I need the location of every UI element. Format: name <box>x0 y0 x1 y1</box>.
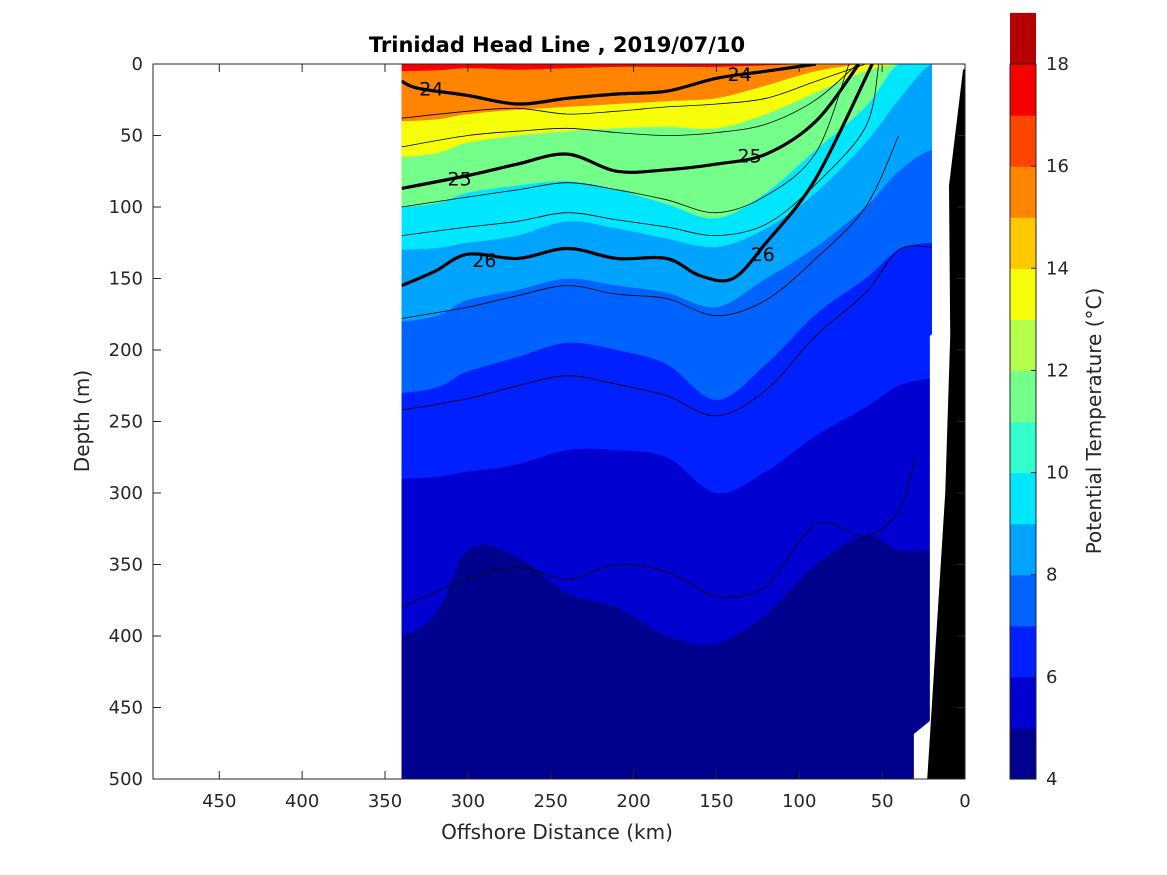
thin-contour <box>401 64 858 148</box>
density-contour-25 <box>401 64 861 190</box>
colorbar-segment <box>1010 523 1036 576</box>
colorbar: 4 6 8 10 12 14 16 18 <box>1009 12 1069 790</box>
colorbar-segment <box>1010 370 1036 423</box>
y-tick-label: 300 <box>109 483 143 504</box>
contour-label-24: 24 <box>419 78 443 100</box>
plot-area: 24 24 25 25 26 26 <box>152 63 966 780</box>
colorbar-tick-label: 10 <box>1046 463 1069 484</box>
contour-label-25: 25 <box>738 146 762 168</box>
colorbar-tick-label: 4 <box>1046 769 1057 790</box>
colorbar-tick-label: 18 <box>1046 54 1069 75</box>
y-tick-label: 50 <box>120 126 143 147</box>
contour-label-26: 26 <box>751 244 775 266</box>
temperature-bands <box>401 64 932 779</box>
y-tick-label: 100 <box>109 197 143 218</box>
x-tick-label: 250 <box>534 791 568 812</box>
y-tick-label: 350 <box>109 555 143 576</box>
thin-contour-lines <box>401 64 932 608</box>
coastal-mask <box>913 64 965 779</box>
colorbar-segment <box>1010 319 1036 372</box>
thin-contour <box>401 64 880 237</box>
contour-label-text: 25 <box>448 168 472 190</box>
band-5 <box>401 535 932 779</box>
colorbar-frame <box>1009 63 1037 780</box>
y-tick-label: 0 <box>132 54 143 75</box>
x-tick-label: 100 <box>782 791 816 812</box>
colorbar-tick-label: 8 <box>1046 565 1057 586</box>
x-axis-label: Offshore Distance (km) <box>441 820 673 844</box>
colorbar-label: Potential Temperature (°C) <box>1082 288 1106 555</box>
y-tick-label: 250 <box>109 412 143 433</box>
y-tick-label: 500 <box>109 769 143 790</box>
colorbar-segment <box>1010 115 1036 167</box>
colorbar-segment <box>1010 574 1036 627</box>
colorbar-segment <box>1010 166 1036 218</box>
contour-label-25: 25 <box>448 168 472 190</box>
x-tick-label: 0 <box>959 791 970 812</box>
colorbar-segment <box>1010 472 1036 525</box>
contour-label-text: 25 <box>738 146 762 168</box>
colorbar-tick-label: 6 <box>1046 667 1057 688</box>
colorbar-segment <box>1010 217 1036 269</box>
y-tick-label: 400 <box>109 626 143 647</box>
colorbar-segment <box>1010 421 1036 474</box>
colorbar-tick-label: 16 <box>1046 156 1069 177</box>
x-tick-label: 350 <box>368 791 402 812</box>
contour-label-text: 24 <box>728 64 752 86</box>
band-4 <box>401 778 932 779</box>
colorbar-segment <box>1010 676 1036 729</box>
x-tick-label: 200 <box>616 791 650 812</box>
x-tick-label: 400 <box>285 791 319 812</box>
x-axis: 450 400 350 300 250 200 150 100 50 0 <box>202 64 971 812</box>
colorbar-segment <box>1010 727 1036 780</box>
x-tick-label: 150 <box>699 791 733 812</box>
x-tick-label: 300 <box>451 791 485 812</box>
thin-contour <box>401 457 916 608</box>
y-axis: 0 50 100 150 200 250 300 350 400 450 500 <box>109 54 965 790</box>
colorbar-segment <box>1010 12 1036 65</box>
contour-label-text: 24 <box>419 78 443 100</box>
x-tick-label: 450 <box>202 791 236 812</box>
contour-label-text: 26 <box>751 244 775 266</box>
colorbar-segment <box>1010 625 1036 678</box>
contour-label-24: 24 <box>728 64 752 86</box>
y-tick-label: 150 <box>109 269 143 290</box>
colorbar-segment <box>1010 64 1036 116</box>
chart-title: Trinidad Head Line , 2019/07/10 <box>369 33 745 57</box>
thin-contour <box>401 245 932 417</box>
colorbar-segment <box>1010 268 1036 320</box>
y-tick-label: 450 <box>109 698 143 719</box>
density-contour-26 <box>401 64 874 288</box>
thin-contour <box>401 135 900 319</box>
colorbar-tick-label: 14 <box>1046 258 1069 279</box>
colorbar-tick-label: 12 <box>1046 360 1069 381</box>
density-contour-lines <box>401 64 874 288</box>
thin-contour <box>401 64 866 119</box>
contour-label-26: 26 <box>472 250 496 272</box>
y-axis-label: Depth (m) <box>70 370 94 472</box>
x-tick-label: 50 <box>871 791 894 812</box>
contour-label-text: 26 <box>472 250 496 272</box>
thin-contour <box>401 64 850 214</box>
contour-labels: 24 24 25 25 26 26 <box>419 64 775 272</box>
density-contour-24 <box>401 64 817 106</box>
bathymetry <box>927 68 965 779</box>
y-tick-label: 200 <box>109 340 143 361</box>
